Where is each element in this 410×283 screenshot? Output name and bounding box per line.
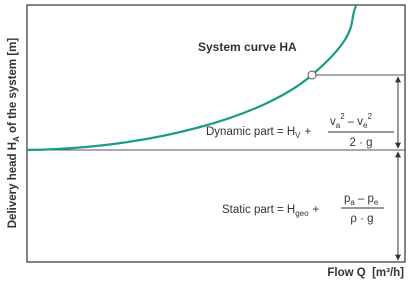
dynamic-plus: + bbox=[305, 126, 312, 138]
static-denominator: ρ · g bbox=[350, 213, 373, 225]
num-sup: 2 bbox=[367, 112, 372, 121]
num-part: – v bbox=[348, 116, 364, 128]
num-part: v bbox=[330, 116, 336, 128]
num-sub: e bbox=[363, 121, 368, 130]
static-lhs: Static part = Hgeo + bbox=[222, 204, 320, 218]
static-lhs-sub: geo bbox=[295, 209, 309, 218]
num-sup: 2 bbox=[340, 112, 345, 121]
static-plus: + bbox=[313, 204, 320, 216]
system-curve bbox=[26, 5, 357, 152]
static-lhs-main: Static part = H bbox=[222, 204, 295, 216]
static-numerator: pa – pe bbox=[344, 193, 379, 207]
dynamic-denominator: 2 · g bbox=[349, 137, 372, 149]
num-sub: a bbox=[350, 198, 355, 207]
dynamic-lhs: Dynamic part = HV + bbox=[206, 126, 312, 140]
dynamic-numerator: va2– ve2 bbox=[330, 112, 372, 130]
operating-point bbox=[307, 70, 317, 80]
x-axis-label: Flow Q [m³/h] bbox=[327, 267, 404, 279]
dynamic-lhs-sub: V bbox=[295, 131, 301, 140]
y-label-rest: of the system [m] bbox=[7, 38, 19, 137]
num-sub: a bbox=[336, 121, 341, 130]
num-part: – p bbox=[358, 193, 374, 205]
num-sub: e bbox=[374, 198, 379, 207]
y-label-sub: A bbox=[12, 136, 21, 142]
dynamic-lhs-main: Dynamic part = H bbox=[206, 126, 295, 138]
num-part: p bbox=[344, 193, 350, 205]
frame bbox=[26, 4, 406, 263]
y-axis-label: Delivery head HA of the system [m] bbox=[7, 38, 21, 229]
curve-title: System curve HA bbox=[198, 40, 297, 54]
y-label-main: Delivery head H bbox=[7, 142, 19, 228]
